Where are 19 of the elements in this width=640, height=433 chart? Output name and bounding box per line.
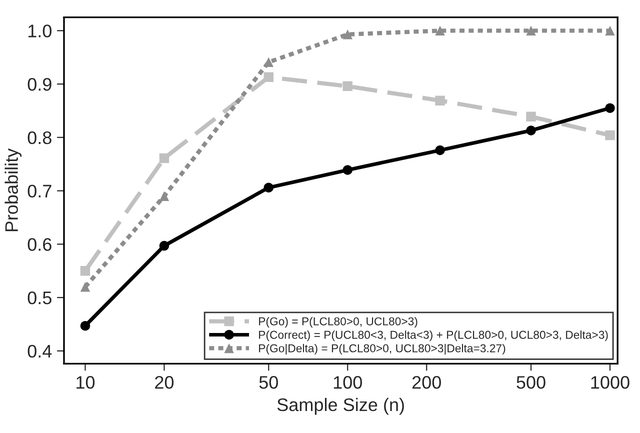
y-tick-label: 0.5 <box>28 291 52 304</box>
x-tick-label: 50 <box>259 376 278 389</box>
x-tick-label: 1000 <box>591 376 630 389</box>
x-tick-label: 200 <box>412 376 441 389</box>
x-tick-label: 20 <box>155 376 174 389</box>
legend-label: P(Go) = P(LCL80>0, UCL80>3) <box>259 317 418 328</box>
y-tick-label: 0.4 <box>28 344 52 358</box>
legend-label: P(Correct) = P(UCL80<3, Delta<3) + P(LCL80>0, UCL80>3, Delta>3) <box>259 330 608 342</box>
y-axis-title: Probability <box>4 148 22 232</box>
x-axis-title: Sample Size (n) <box>277 398 404 415</box>
y-tick-label: 0.8 <box>28 131 52 144</box>
x-tick-label: 10 <box>76 376 95 389</box>
y-tick-label: 1.0 <box>28 24 52 38</box>
x-tick-label: 500 <box>516 376 546 389</box>
legend-label: P(Go|Delta) = P(LCL80>0, UCL80>3|Delta=3.27) <box>259 344 506 355</box>
y-tick-label: 0.6 <box>28 238 52 251</box>
x-tick-label: 100 <box>334 376 362 389</box>
y-tick-label: 0.7 <box>28 184 52 198</box>
y-tick-label: 0.9 <box>28 78 52 91</box>
